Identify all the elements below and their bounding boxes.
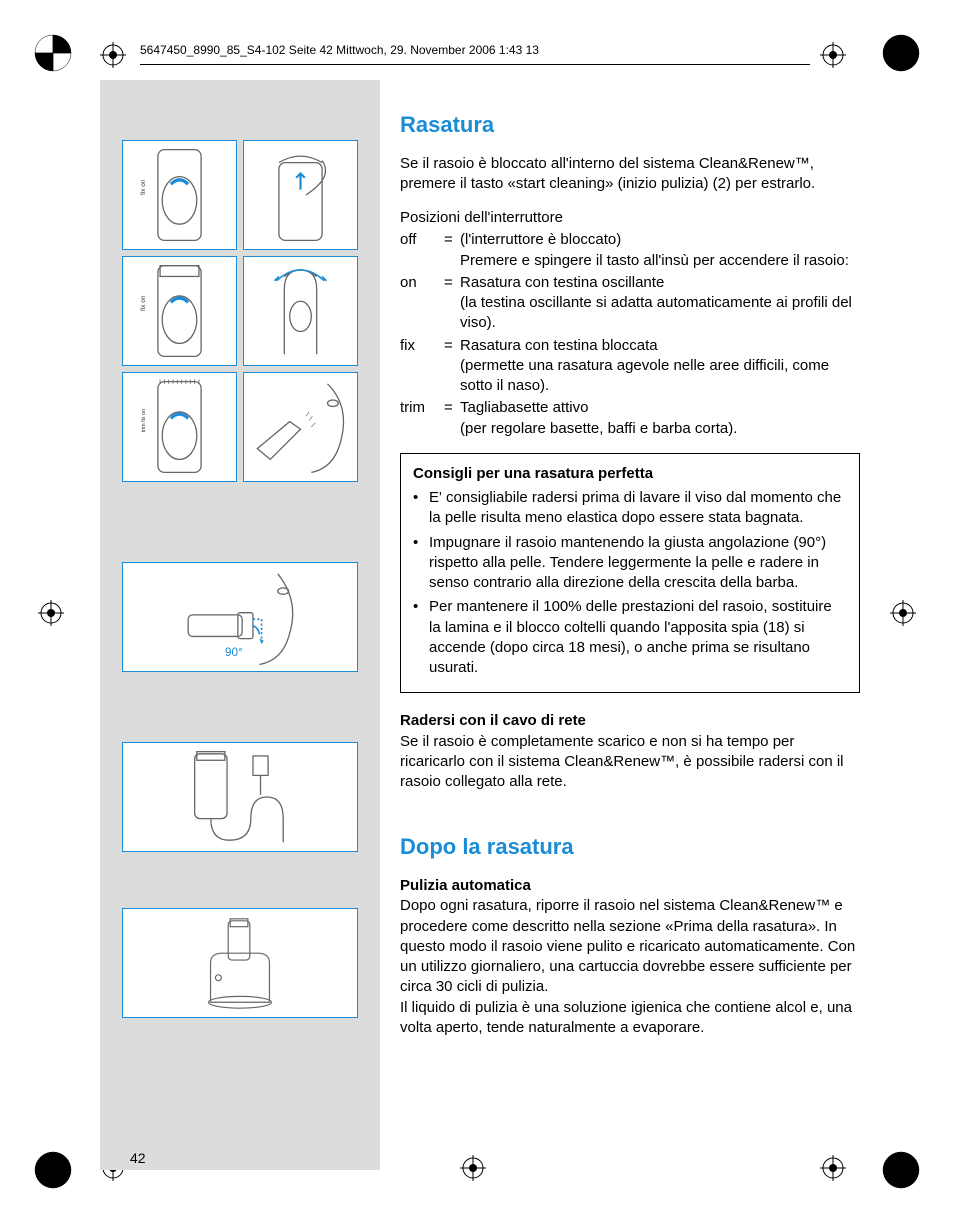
auto-clean-body: Dopo ogni rasatura, riporre il rasoio ne… [400, 896, 860, 1038]
svg-text:fix on: fix on [140, 295, 147, 311]
svg-text:fix on: fix on [140, 179, 147, 195]
def-key: off [400, 230, 444, 271]
illustration-sidebar: fix on fix on [100, 80, 380, 1170]
crop-mark-icon [880, 32, 922, 74]
main-content: Rasatura Se il rasoio è bloccato all'int… [400, 110, 860, 1052]
diagram-grid: fix on fix on [122, 140, 358, 482]
def-key: trim [400, 398, 444, 439]
switch-heading: Posizioni dell'interruttore [400, 208, 860, 228]
def-eq: = [444, 273, 460, 334]
crop-mark-icon [880, 1149, 922, 1191]
diagram-clean-station [122, 908, 358, 1018]
register-mark-icon [890, 600, 916, 626]
tip-text: Per mantenere il 100% delle prestazioni … [429, 597, 847, 678]
tip-text: Impugnare il rasoio mantenendo la giusta… [429, 533, 847, 594]
def-key: fix [400, 336, 444, 397]
def-eq: = [444, 230, 460, 271]
diagram-angle-90: 90° [122, 562, 358, 672]
tips-title: Consigli per una rasatura perfetta [413, 464, 847, 484]
switch-definitions: off = (l'interruttore è bloccato) Premer… [400, 230, 860, 439]
def-val: Tagliabasette attivo (per regolare baset… [460, 398, 860, 439]
def-val: Rasatura con testina oscillante (la test… [460, 273, 860, 334]
svg-text:90°: 90° [225, 645, 243, 659]
page-frame: fix on fix on [100, 80, 860, 1170]
def-trim: trim = Tagliabasette attivo (per regolar… [400, 398, 860, 439]
def-eq: = [444, 398, 460, 439]
diagram-cord [122, 742, 358, 852]
register-mark-icon [100, 42, 126, 68]
tip-item: •Impugnare il rasoio mantenendo la giust… [413, 533, 847, 594]
def-eq: = [444, 336, 460, 397]
def-on: on = Rasatura con testina oscillante (la… [400, 273, 860, 334]
register-mark-icon [820, 42, 846, 68]
intro-paragraph: Se il rasoio è bloccato all'interno del … [400, 154, 860, 195]
tips-box: Consigli per una rasatura perfetta •E' c… [400, 453, 860, 694]
diagram-shaver-off: fix on [122, 140, 237, 250]
def-fix: fix = Rasatura con testina bloccata (per… [400, 336, 860, 397]
crop-mark-icon [32, 1149, 74, 1191]
def-val: (l'interruttore è bloccato) Premere e sp… [460, 230, 860, 271]
cord-body: Se il rasoio è completamente scarico e n… [400, 732, 860, 793]
diagram-face-sideburn [243, 372, 358, 482]
heading-dopo: Dopo la rasatura [400, 832, 860, 862]
heading-rasatura: Rasatura [400, 110, 860, 140]
register-mark-icon [38, 600, 64, 626]
tip-item: •E' consigliabile radersi prima di lavar… [413, 488, 847, 529]
page-number: 42 [130, 1149, 146, 1168]
diagram-shaver-on: fix on [122, 256, 237, 366]
def-off: off = (l'interruttore è bloccato) Premer… [400, 230, 860, 271]
def-key: on [400, 273, 444, 334]
auto-clean-heading: Pulizia automatica [400, 876, 860, 896]
def-val: Rasatura con testina bloccata (permette … [460, 336, 860, 397]
document-header-meta: 5647450_8990_85_S4-102 Seite 42 Mittwoch… [140, 42, 810, 65]
diagram-shaver-trim: trim fix on [122, 372, 237, 482]
tip-text: E' consigliabile radersi prima di lavare… [429, 488, 847, 529]
crop-mark-icon [32, 32, 74, 74]
diagram-oscillating [243, 256, 358, 366]
diagram-press-up [243, 140, 358, 250]
svg-text:trim fix on: trim fix on [141, 409, 147, 432]
tip-item: •Per mantenere il 100% delle prestazioni… [413, 597, 847, 678]
cord-heading: Radersi con il cavo di rete [400, 711, 860, 731]
